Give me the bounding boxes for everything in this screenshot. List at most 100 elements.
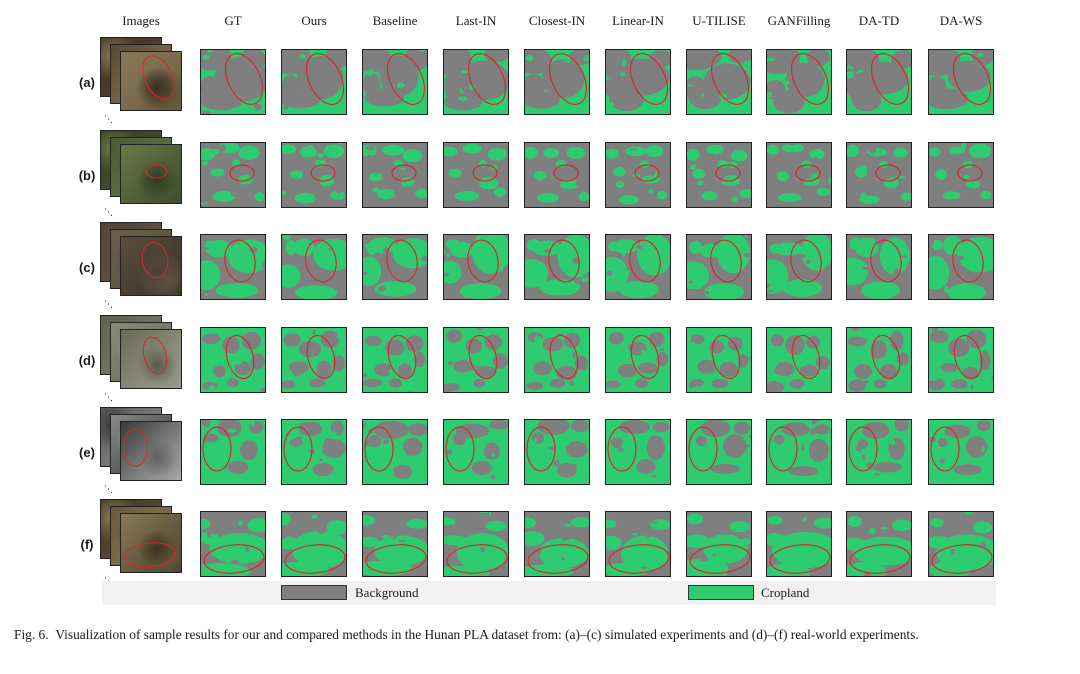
speckle-region xyxy=(295,436,302,441)
class-region xyxy=(928,255,950,290)
speckle-region xyxy=(202,110,212,115)
speckle-region xyxy=(714,152,719,155)
class-region xyxy=(557,234,590,278)
red-ellipse-icon xyxy=(952,239,984,283)
speckle-region xyxy=(880,527,889,530)
class-region xyxy=(722,434,747,459)
speckle-region xyxy=(963,174,970,180)
speckle-region xyxy=(311,514,318,519)
red-ellipse-icon xyxy=(870,239,902,283)
speckle-region xyxy=(855,63,864,69)
class-region xyxy=(330,190,345,200)
map-tile-a-9 xyxy=(846,49,912,115)
red-ellipse-icon xyxy=(386,53,426,105)
class-region xyxy=(524,49,552,75)
speckle-region xyxy=(283,104,289,110)
figure-caption: Fig. 6. Visualization of sample results … xyxy=(14,627,1064,644)
class-region xyxy=(815,356,831,370)
map-tile-d-7 xyxy=(686,327,752,393)
speckle-region xyxy=(931,378,939,381)
class-region xyxy=(801,160,812,168)
red-ellipse-icon xyxy=(710,239,742,283)
map-tile-e-7 xyxy=(686,419,752,485)
class-region xyxy=(283,333,301,347)
speckle-region xyxy=(774,367,782,375)
tile-border xyxy=(766,327,832,393)
class-region xyxy=(526,381,544,390)
satellite-image-layer xyxy=(120,513,182,573)
class-region xyxy=(487,147,507,161)
speckle-region xyxy=(863,380,869,384)
speckle-region xyxy=(606,270,613,276)
class-region xyxy=(610,437,623,449)
red-ellipse-icon xyxy=(791,334,821,380)
speckle-region xyxy=(208,385,216,392)
speckle-region xyxy=(443,272,450,277)
speckle-region xyxy=(894,378,899,385)
column-header-images: Images xyxy=(122,13,160,28)
class-region xyxy=(297,56,344,100)
speckle-region xyxy=(631,533,638,536)
class-region xyxy=(458,60,509,101)
class-region xyxy=(809,148,825,160)
speckle-region xyxy=(859,165,868,171)
speckle-region xyxy=(801,443,805,451)
map-tile-b-1 xyxy=(200,142,266,208)
class-region xyxy=(637,362,658,374)
class-region xyxy=(892,519,912,532)
speckle-region xyxy=(237,383,246,391)
speckle-region xyxy=(855,255,863,259)
class-region xyxy=(948,338,970,357)
map-tile-c-9 xyxy=(846,234,912,300)
tile-border xyxy=(766,142,832,208)
class-region xyxy=(619,195,639,205)
map-tile-a-1 xyxy=(200,49,266,115)
speckle-region xyxy=(705,291,710,295)
class-region xyxy=(853,536,912,566)
class-region xyxy=(717,160,730,168)
class-region xyxy=(700,243,722,258)
speckle-region xyxy=(686,334,692,342)
map-tile-a-2 xyxy=(281,49,347,115)
class-region xyxy=(813,517,832,529)
speckle-region xyxy=(253,103,262,111)
speckle-region xyxy=(370,540,378,545)
speckle-region xyxy=(395,198,399,204)
speckle-region xyxy=(486,512,490,517)
class-region xyxy=(454,191,480,202)
speckle-region xyxy=(445,388,450,393)
speckle-region xyxy=(496,353,505,359)
class-region xyxy=(972,521,993,534)
class-region xyxy=(377,189,396,200)
class-region xyxy=(613,166,626,177)
class-region xyxy=(570,419,589,433)
red-ellipse-icon xyxy=(203,544,265,574)
red-ellipse-icon xyxy=(310,164,336,182)
red-ellipse-icon xyxy=(284,544,346,574)
speckle-region xyxy=(662,288,669,293)
class-region xyxy=(374,281,417,297)
speckle-region xyxy=(689,341,696,347)
tile-border xyxy=(281,511,347,577)
class-region xyxy=(452,433,466,446)
speckle-region xyxy=(654,172,659,177)
class-region xyxy=(848,379,867,392)
class-region xyxy=(364,335,382,347)
speckle-region xyxy=(860,192,867,200)
class-region xyxy=(686,148,700,161)
class-region xyxy=(465,338,482,354)
class-region xyxy=(706,144,724,155)
class-region xyxy=(692,169,705,179)
image-stack-icon: ⋱ xyxy=(100,315,192,407)
speckle-region xyxy=(782,80,790,85)
tile-border xyxy=(846,419,912,485)
class-region xyxy=(532,361,552,376)
speckle-region xyxy=(868,147,877,153)
speckle-region xyxy=(700,93,705,97)
class-region xyxy=(542,337,564,352)
map-tile-e-4 xyxy=(443,419,509,485)
class-region xyxy=(524,564,574,577)
red-ellipse-icon xyxy=(710,53,750,105)
speckle-region xyxy=(700,295,708,300)
map-tile-d-6 xyxy=(605,327,671,393)
